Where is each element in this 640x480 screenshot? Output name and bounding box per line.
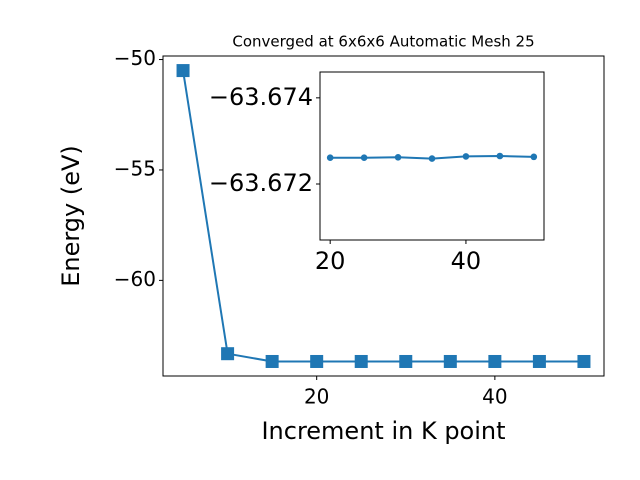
marker (265, 354, 279, 368)
marker (360, 154, 368, 162)
plot-frame (319, 71, 545, 241)
y-tick-label: −63.672 (209, 169, 313, 197)
y-tick-label: −55 (114, 156, 156, 180)
marker (221, 347, 235, 361)
marker (496, 152, 504, 160)
marker (577, 354, 591, 368)
marker (310, 354, 324, 368)
marker (488, 354, 502, 368)
marker (530, 153, 538, 161)
marker (394, 153, 402, 161)
marker (462, 153, 470, 160)
chart-title: Converged at 6x6x6 Automatic Mesh 25 (232, 33, 534, 51)
x-tick-label: 40 (482, 385, 507, 409)
y-axis-label: Energy (eV) (57, 145, 85, 287)
plot-frame (162, 55, 605, 377)
data-line (182, 70, 584, 363)
marker (443, 354, 457, 368)
marker (354, 354, 368, 368)
y-tick-label: −63.674 (209, 83, 313, 111)
x-tick-label: 40 (451, 247, 482, 275)
x-axis-label: Increment in K point (261, 417, 505, 445)
x-tick-label: 20 (304, 385, 329, 409)
marker (326, 154, 334, 162)
marker (399, 354, 413, 368)
y-tick-label: −50 (114, 46, 156, 70)
marker (428, 155, 436, 162)
x-tick-label: 20 (315, 247, 346, 275)
marker (176, 64, 190, 78)
marker (532, 354, 546, 368)
y-tick-label: −60 (114, 267, 156, 291)
